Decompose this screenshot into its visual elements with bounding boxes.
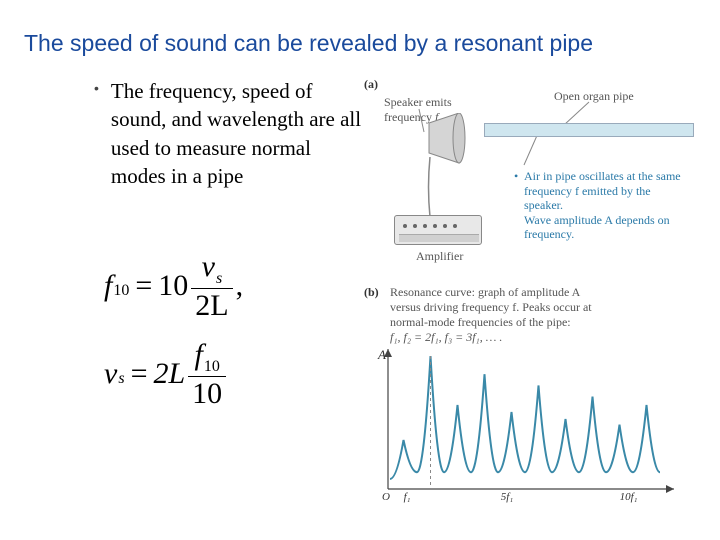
x-tick-label: O — [382, 491, 390, 503]
left-column: • The frequency, speed of sound, and wav… — [24, 77, 364, 515]
eq1-eq: = — [135, 269, 152, 303]
eq2-lhs-var: v — [104, 357, 117, 391]
panel-b-caption: Resonance curve: graph of amplitude A ve… — [390, 285, 670, 345]
organ-pipe — [484, 123, 694, 137]
eq2-num-sub: 10 — [204, 358, 220, 375]
eq2-coef: 2L — [153, 357, 185, 391]
amplifier-label: Amplifier — [416, 249, 463, 263]
eq2-num-var: f — [195, 338, 203, 371]
bullet-item: • The frequency, speed of sound, and wav… — [94, 77, 364, 190]
right-column: (a) Speaker emits frequency f Open organ… — [364, 77, 694, 515]
eq2-lhs-sub: s — [118, 370, 124, 388]
x-axis-tick-labels: Of₁ 5f₁ 10f₁ — [384, 491, 674, 507]
eq1-den: 2L — [191, 289, 232, 322]
resonance-curve-chart — [384, 349, 684, 499]
eq1-fraction: vs 2L — [191, 250, 232, 322]
eq1-tail: , — [236, 269, 244, 303]
eq2-den: 10 — [188, 377, 226, 410]
bullet-marker: • — [94, 79, 99, 190]
eq1-coef: 10 — [158, 269, 188, 303]
slide-title: The speed of sound can be revealed by a … — [24, 30, 696, 57]
eq2-fraction: f10 10 — [188, 338, 226, 410]
panel-b: (b) Resonance curve: graph of amplitude … — [364, 285, 694, 515]
eq1-num-sub: s — [216, 270, 222, 287]
panel-a: (a) Speaker emits frequency f Open organ… — [364, 77, 694, 277]
equation-1: f10 = 10 vs 2L , — [104, 250, 364, 322]
eq1-lhs-var: f — [104, 269, 112, 303]
x-tick-label: 5f₁ — [501, 491, 513, 503]
amplifier-icon — [394, 215, 482, 245]
x-tick-label: 10f₁ — [620, 491, 638, 503]
eq2-eq: = — [131, 357, 148, 391]
eq1-lhs-sub: 10 — [113, 282, 129, 300]
content-row: • The frequency, speed of sound, and wav… — [24, 77, 696, 515]
equations-block: f10 = 10 vs 2L , vs = 2L f10 — [94, 250, 364, 409]
panel-a-note: •Air in pipe oscillates at the same freq… — [524, 155, 689, 241]
bullet-text: The frequency, speed of sound, and wavel… — [111, 77, 364, 190]
x-tick-label: f₁ — [404, 491, 411, 503]
equation-2: vs = 2L f10 10 — [104, 338, 364, 410]
y-axis-label: A — [378, 347, 386, 363]
eq1-num-var: v — [202, 250, 215, 283]
panel-b-label: (b) — [364, 285, 379, 300]
